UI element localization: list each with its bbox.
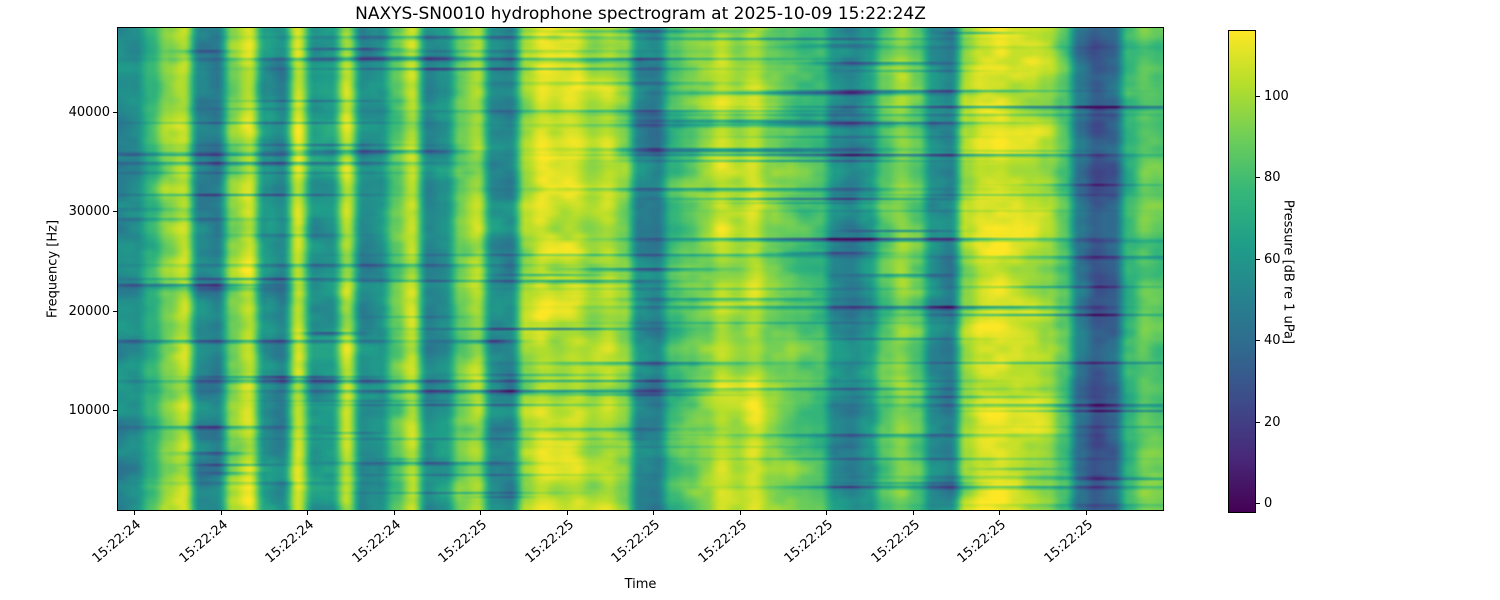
y-tick-mark bbox=[113, 310, 117, 312]
x-tick-label: 15:22:25 bbox=[522, 517, 577, 567]
colorbar-tick-label: 60 bbox=[1264, 251, 1281, 267]
y-axis-label: Frequency [Hz] bbox=[45, 219, 61, 319]
x-tick-label: 15:22:25 bbox=[781, 517, 836, 567]
colorbar-tick-mark bbox=[1256, 503, 1260, 505]
colorbar-tick-mark bbox=[1256, 421, 1260, 423]
x-axis-label: Time bbox=[624, 577, 657, 592]
x-tick-mark bbox=[220, 511, 222, 515]
x-tick-mark bbox=[480, 511, 481, 515]
x-tick-label: 15:22:24 bbox=[349, 517, 404, 567]
y-tick-label: 10000 bbox=[68, 403, 110, 419]
x-tick-mark bbox=[999, 511, 1000, 515]
x-tick-label: 15:22:24 bbox=[262, 517, 317, 567]
colorbar-tick-label: 0 bbox=[1264, 496, 1273, 512]
x-tick-mark bbox=[739, 511, 741, 515]
x-tick-label: 15:22:25 bbox=[868, 517, 923, 567]
y-tick-label: 40000 bbox=[68, 104, 110, 120]
colorbar-label: Pressure [dB re 1 uPa] bbox=[1280, 199, 1296, 345]
x-tick-mark bbox=[912, 511, 914, 515]
y-tick-label: 30000 bbox=[68, 204, 110, 220]
x-tick-mark bbox=[393, 511, 395, 515]
x-tick-mark bbox=[653, 511, 654, 515]
x-tick-mark bbox=[826, 511, 827, 515]
colorbar-tick-label: 100 bbox=[1264, 88, 1289, 104]
x-tick-label: 15:22:24 bbox=[176, 517, 231, 567]
colorbar-tick-label: 80 bbox=[1264, 170, 1281, 186]
y-tick-label: 20000 bbox=[68, 303, 110, 319]
x-tick-label: 15:22:25 bbox=[1041, 517, 1096, 567]
y-tick-mark bbox=[113, 211, 117, 213]
colorbar-tick-mark bbox=[1256, 95, 1260, 97]
spectrogram-plot bbox=[117, 27, 1164, 511]
x-tick-mark bbox=[1085, 511, 1087, 515]
x-tick-mark bbox=[566, 511, 568, 515]
x-tick-label: 15:22:24 bbox=[89, 517, 144, 567]
x-tick-mark bbox=[134, 511, 135, 515]
x-tick-label: 15:22:25 bbox=[435, 517, 490, 567]
colorbar-tick-mark bbox=[1256, 340, 1260, 342]
x-tick-label: 15:22:25 bbox=[608, 517, 663, 567]
x-tick-label: 15:22:25 bbox=[954, 517, 1009, 567]
spectrogram-image bbox=[118, 28, 1163, 510]
colorbar-tick-mark bbox=[1256, 258, 1260, 260]
x-tick-label: 15:22:25 bbox=[695, 517, 750, 567]
colorbar-tick-label: 40 bbox=[1264, 333, 1281, 349]
colorbar-tick-mark bbox=[1256, 177, 1260, 179]
colorbar bbox=[1228, 30, 1256, 513]
y-tick-mark bbox=[113, 111, 117, 113]
colorbar-tick-label: 20 bbox=[1264, 414, 1281, 430]
y-tick-mark bbox=[113, 410, 117, 412]
colorbar-gradient bbox=[1229, 31, 1255, 512]
x-tick-mark bbox=[307, 511, 308, 515]
plot-title: NAXYS-SN0010 hydrophone spectrogram at 2… bbox=[355, 4, 926, 24]
